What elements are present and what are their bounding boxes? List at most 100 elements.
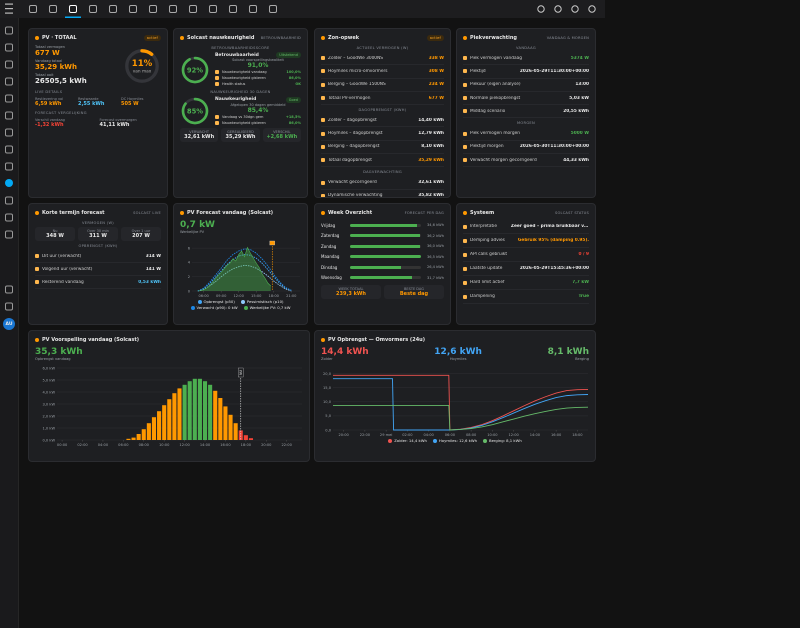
row-icon — [321, 118, 325, 123]
tab-icon[interactable] — [169, 5, 177, 13]
bar — [243, 435, 248, 440]
week-bar: Zondag 36,0 kWh — [321, 241, 444, 252]
sidebar-icon[interactable] — [5, 77, 13, 86]
sidebar-icon[interactable] — [5, 60, 13, 69]
details: Nauwkeurigheid Goed Afgelopen 30 dagen gem… — [215, 96, 301, 126]
row-value: 2026-05-30T11:30:00+00:00 — [519, 144, 589, 150]
toolbar-icon[interactable] — [537, 5, 545, 13]
avatar[interactable]: AU — [3, 318, 15, 330]
week-bar: Woensdag 31,7 kWh — [321, 273, 444, 284]
headline: 35,3 kWh Opbrengst vandaag — [35, 347, 83, 361]
card-title: Korte termijn forecast — [42, 210, 105, 216]
row-icon — [35, 280, 39, 284]
row-label: Piektijd — [470, 68, 486, 74]
row-icon — [463, 96, 467, 101]
tab-icon[interactable] — [149, 5, 157, 13]
row-icon — [321, 69, 325, 74]
section-title: FORECAST VERGELIJKING — [35, 111, 87, 115]
bar-track — [350, 255, 421, 259]
row-value: 86,0% — [288, 76, 301, 80]
toolbar-icon[interactable] — [554, 5, 562, 13]
row-icon — [321, 158, 325, 163]
card-title: Week Overzicht — [328, 210, 373, 216]
tile-label: Restwaarde — [78, 97, 99, 101]
sidebar-icon[interactable] — [5, 26, 13, 35]
y-tick-label: 1,0 kW — [43, 426, 56, 430]
legend-item: Pessimistisch (p10) — [240, 299, 284, 304]
legend-swatch — [388, 438, 393, 443]
row: Resterend vandaag 0,53 kWh — [35, 276, 161, 289]
bar — [238, 430, 243, 440]
tab-icon[interactable] — [49, 5, 57, 13]
menu-icon[interactable] — [5, 12, 13, 14]
tab-icon[interactable] — [129, 5, 137, 13]
tab-icon[interactable] — [189, 5, 197, 13]
tab-icon[interactable] — [109, 5, 117, 13]
chart-card: PV Voorspelling vandaag (Solcast) 35,3 kW… — [28, 330, 310, 462]
x-tick-label: 06:00 — [118, 443, 129, 447]
card-header: PV Voorspelling vandaag (Solcast) — [35, 335, 303, 345]
stat-label: Vandaag totaal — [35, 59, 63, 63]
bar — [213, 390, 218, 440]
tile: Restwaarde 2,55 kWh — [78, 96, 118, 108]
tile: VERSCHIL +2,68 kWh — [262, 128, 301, 142]
gauge-label: 11% — [132, 59, 153, 69]
toolbar-icon[interactable] — [571, 5, 579, 13]
y-tick-label: 5,0 — [325, 414, 331, 418]
bar — [172, 393, 177, 440]
x-tick-label: 22:00 — [282, 443, 293, 447]
tab-icon[interactable] — [29, 5, 37, 13]
row-label: Vandaag vs 30dgn gem — [222, 114, 264, 119]
y-tick-label: 2,0 kW — [43, 414, 56, 418]
tab-icon[interactable] — [229, 5, 237, 13]
tile-value: 6,59 kWh — [35, 101, 62, 107]
stat-label: Totaal vermogen — [35, 45, 65, 49]
row-label: Berging – GoodWe 1500NS — [328, 82, 386, 88]
legend-swatch — [243, 305, 248, 310]
sidebar-icon[interactable] — [5, 196, 13, 205]
sidebar-icon[interactable] — [5, 94, 13, 103]
gauge-arc — [181, 56, 209, 83]
menu-icon[interactable] — [5, 3, 13, 5]
row-label: Berging – dagopbrengst — [328, 144, 380, 150]
headline-value: 8,1 kWh — [547, 347, 589, 357]
sidebar-icon[interactable] — [5, 213, 13, 222]
menu-icon[interactable] — [5, 8, 13, 10]
card-header: Week Overzicht FORECAST PER DAG — [321, 208, 444, 218]
row-value: 35,82 kWh — [418, 193, 444, 198]
sidebar-icon[interactable] — [5, 230, 13, 239]
y-tick-label: 4 — [188, 261, 191, 265]
sidebar-icon[interactable] — [5, 128, 13, 137]
row-icon — [321, 56, 325, 61]
legend-swatch — [240, 299, 245, 304]
caption: Afgelopen 30 dagen gemiddeld — [230, 102, 286, 107]
row-label: Laatste update — [470, 266, 503, 271]
row-icon — [215, 114, 219, 119]
row-value: 5000 W — [570, 131, 589, 137]
headline-label: Opbrengst vandaag — [35, 357, 71, 361]
tab-icon[interactable] — [209, 5, 217, 13]
row-icon — [321, 180, 325, 185]
sidebar-icon[interactable] — [5, 285, 13, 294]
legend-label: Verwacht (p90): 0 kW — [196, 305, 238, 310]
tab-icon[interactable] — [89, 5, 97, 13]
card-badge: VANDAAG & MORGEN — [546, 36, 589, 40]
card-title: Solcast nauwkeurigheid — [187, 35, 255, 41]
row-value: 13:00 — [575, 82, 589, 88]
sidebar-icon[interactable] — [5, 145, 13, 154]
headline-value: 35,3 kWh — [35, 347, 83, 357]
sidebar-icon[interactable] — [5, 43, 13, 52]
sidebar-icon[interactable] — [5, 302, 13, 311]
row: API calls gebruikt 0 / 9 — [463, 248, 589, 262]
sidebar-icon[interactable] — [5, 162, 13, 171]
bar-value-label: 31,7 kWh — [426, 275, 444, 280]
heading-line: Nauwkeurigheid Goed — [215, 96, 301, 103]
sidebar-icon-active[interactable] — [5, 179, 13, 187]
toolbar-icon[interactable] — [588, 5, 596, 13]
tab-icon[interactable] — [249, 5, 257, 13]
tab-icon[interactable] — [269, 5, 277, 13]
stat: Totaal vermogen 677 W — [35, 45, 118, 57]
sidebar-icon[interactable] — [5, 111, 13, 120]
tab-icon[interactable] — [69, 5, 77, 13]
tile-value: 41,11 kWh — [99, 122, 130, 128]
